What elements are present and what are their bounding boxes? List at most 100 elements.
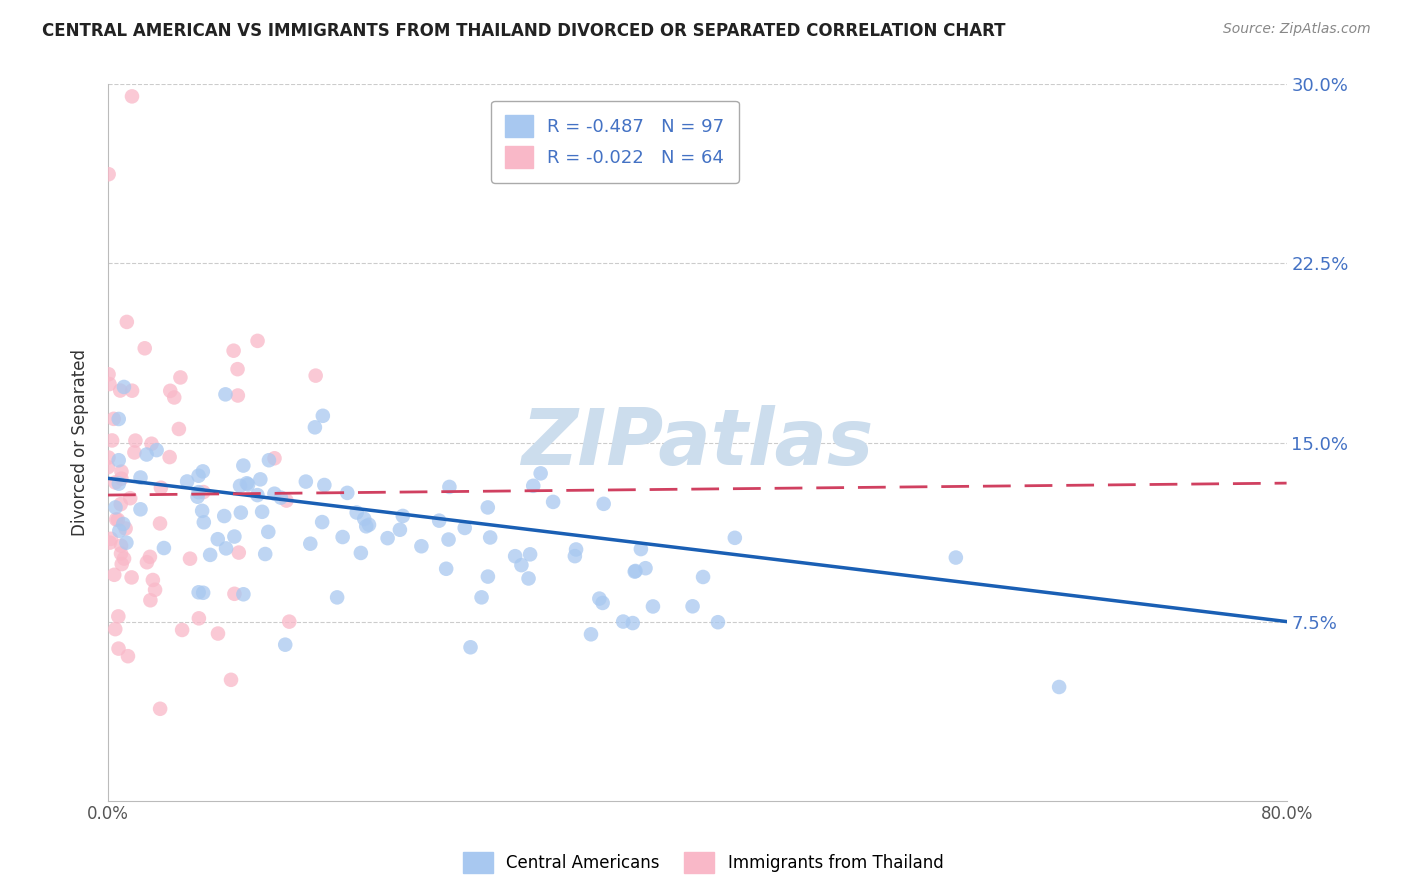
Point xyxy=(129,502,152,516)
Point xyxy=(224,587,246,601)
Point xyxy=(541,495,564,509)
Point xyxy=(207,532,229,546)
Point xyxy=(134,341,156,355)
Point xyxy=(263,451,285,466)
Point xyxy=(479,531,502,545)
Point xyxy=(579,627,602,641)
Point xyxy=(215,541,238,556)
Point xyxy=(612,615,634,629)
Point xyxy=(159,384,181,398)
Point xyxy=(120,491,142,506)
Point xyxy=(110,472,132,486)
Point xyxy=(236,477,259,491)
Point xyxy=(353,512,375,526)
Point xyxy=(592,497,614,511)
Point xyxy=(107,641,129,656)
Point xyxy=(149,702,172,716)
Point xyxy=(139,593,162,607)
Point xyxy=(257,453,280,467)
Point xyxy=(305,368,328,383)
Point xyxy=(97,167,120,181)
Point xyxy=(592,596,614,610)
Point xyxy=(229,506,252,520)
Point xyxy=(107,513,129,527)
Point xyxy=(124,445,146,459)
Point xyxy=(439,480,461,494)
Point xyxy=(108,476,131,491)
Point xyxy=(219,673,242,687)
Point xyxy=(519,547,541,561)
Point xyxy=(530,467,553,481)
Point xyxy=(477,500,499,515)
Point xyxy=(249,472,271,486)
Point xyxy=(198,548,221,562)
Point xyxy=(187,490,209,504)
Point xyxy=(212,509,235,524)
Point xyxy=(377,531,399,545)
Point xyxy=(522,479,544,493)
Point xyxy=(107,453,129,467)
Text: Source: ZipAtlas.com: Source: ZipAtlas.com xyxy=(1223,22,1371,37)
Point xyxy=(187,468,209,483)
Point xyxy=(588,591,610,606)
Point xyxy=(346,506,368,520)
Point xyxy=(169,370,191,384)
Legend: R = -0.487   N = 97, R = -0.022   N = 64: R = -0.487 N = 97, R = -0.022 N = 64 xyxy=(491,101,738,183)
Point xyxy=(104,500,127,515)
Point xyxy=(624,564,647,578)
Point xyxy=(228,545,250,559)
Point xyxy=(229,479,252,493)
Point xyxy=(707,615,730,630)
Point xyxy=(117,649,139,664)
Point xyxy=(621,616,644,631)
Point xyxy=(634,561,657,575)
Point xyxy=(434,562,457,576)
Point xyxy=(232,587,254,601)
Point xyxy=(193,485,215,500)
Point xyxy=(1047,680,1070,694)
Point xyxy=(136,555,159,569)
Point xyxy=(565,542,588,557)
Point xyxy=(336,486,359,500)
Point xyxy=(104,622,127,636)
Point xyxy=(114,521,136,535)
Point xyxy=(110,384,132,398)
Point xyxy=(193,516,215,530)
Point xyxy=(354,519,377,533)
Point xyxy=(454,521,477,535)
Point xyxy=(110,547,132,561)
Point xyxy=(460,640,482,655)
Point xyxy=(124,434,146,448)
Point xyxy=(115,535,138,549)
Point xyxy=(564,549,586,563)
Point xyxy=(304,420,326,434)
Point xyxy=(112,551,135,566)
Point xyxy=(163,391,186,405)
Point xyxy=(121,570,143,584)
Point xyxy=(254,547,277,561)
Point xyxy=(232,458,254,473)
Point xyxy=(110,497,132,511)
Point xyxy=(143,582,166,597)
Point xyxy=(187,611,209,625)
Point xyxy=(214,387,236,401)
Point xyxy=(142,573,165,587)
Point xyxy=(110,465,132,479)
Point xyxy=(191,504,214,518)
Point xyxy=(945,550,967,565)
Legend: Central Americans, Immigrants from Thailand: Central Americans, Immigrants from Thail… xyxy=(456,846,950,880)
Point xyxy=(108,524,131,538)
Point xyxy=(314,478,336,492)
Point xyxy=(299,537,322,551)
Point xyxy=(129,470,152,484)
Point xyxy=(224,530,246,544)
Point xyxy=(312,409,335,423)
Point xyxy=(187,585,209,599)
Point xyxy=(311,515,333,529)
Point xyxy=(641,599,664,614)
Point xyxy=(263,486,285,500)
Text: CENTRAL AMERICAN VS IMMIGRANTS FROM THAILAND DIVORCED OR SEPARATED CORRELATION C: CENTRAL AMERICAN VS IMMIGRANTS FROM THAI… xyxy=(42,22,1005,40)
Point xyxy=(276,493,298,508)
Point xyxy=(392,508,415,523)
Point xyxy=(682,599,704,614)
